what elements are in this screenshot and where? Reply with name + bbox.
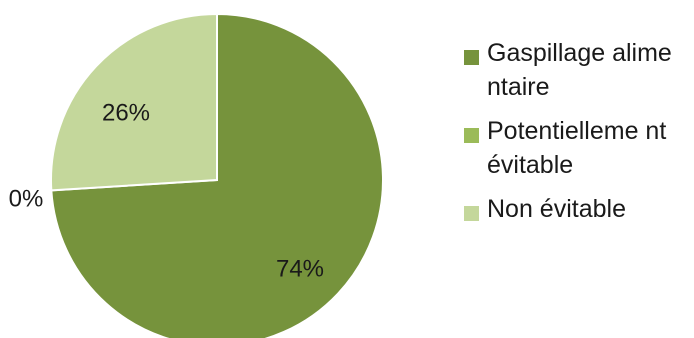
legend-swatch-non-evitable bbox=[464, 206, 479, 221]
legend-item-non-evitable: Non évitable bbox=[464, 192, 692, 226]
pie-slice-non-evitable bbox=[50, 12, 218, 192]
legend-label-potentiellement-evitable: Potentielleme nt évitable bbox=[487, 117, 667, 179]
legend-label-gaspillage-alimentaire: Gaspillage alimentaire bbox=[487, 39, 672, 101]
legend-label-non-evitable: Non évitable bbox=[487, 195, 626, 223]
data-label-gaspillage-alimentaire: 74% bbox=[276, 255, 324, 282]
chart-legend: Gaspillage alimentaire Potentielleme nt … bbox=[464, 36, 692, 236]
legend-swatch-gaspillage-alimentaire bbox=[464, 50, 479, 65]
legend-item-gaspillage-alimentaire: Gaspillage alimentaire bbox=[464, 36, 692, 104]
data-label-non-evitable: 26% bbox=[102, 99, 150, 126]
pie-data-labels: 74% 0% 26% bbox=[9, 99, 324, 282]
legend-swatch-potentiellement-evitable bbox=[464, 128, 479, 143]
pie-slices bbox=[50, 12, 384, 338]
data-label-potentiellement-evitable: 0% bbox=[9, 185, 44, 212]
legend-item-potentiellement-evitable: Potentielleme nt évitable bbox=[464, 114, 692, 182]
